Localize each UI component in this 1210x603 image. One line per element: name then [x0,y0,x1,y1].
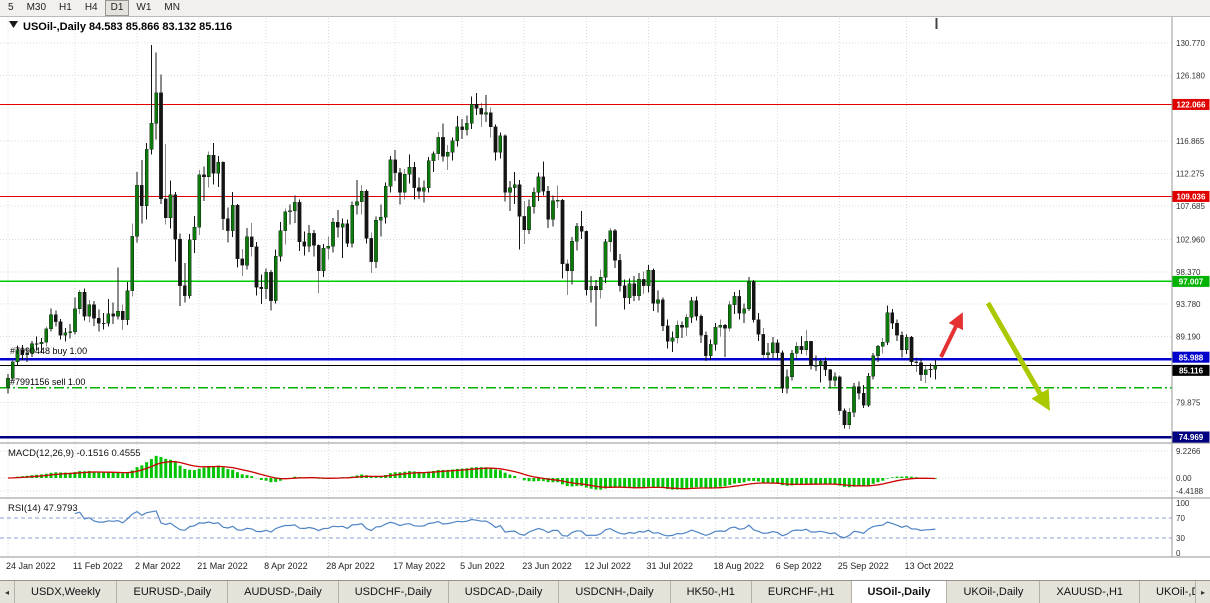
date-axis-label: 6 Sep 2022 [776,561,822,571]
price-badge-122.066 [1172,98,1210,110]
tab-ukoil-daily[interactable]: UKOil-,Daily [1140,581,1195,603]
sell-order-label: #7991156 sell 1.00 [10,377,85,387]
macd-axis-label: -4.4188 [1176,487,1204,496]
tab-eurusd-daily[interactable]: EURUSD-,Daily [117,581,229,603]
price-badge-label: 109.036 [1177,193,1206,202]
timeframe-button-h1[interactable]: H1 [59,2,72,13]
timeframe-button-h4[interactable]: H4 [84,2,98,13]
chart-tabs-bar: ◂ USDX,Weekly EURUSD-,Daily AUDUSD-,Daily U… [0,580,1210,603]
date-axis-label: 2 Mar 2022 [135,561,181,571]
tabs-scroll-right-icon[interactable]: ▸ [1195,581,1210,603]
price-badge-label: 122.066 [1177,101,1206,110]
drawn-arrow-objects[interactable] [939,301,1050,411]
price-axis-label: 116.865 [1176,137,1205,146]
date-axis-label: 23 Jun 2022 [522,561,572,571]
chart-symbol-dropdown-icon[interactable] [9,21,18,28]
date-axis-label: 12 Jul 2022 [584,561,631,571]
price-badge-85.116 [1172,364,1210,376]
date-axis-label: 25 Sep 2022 [838,561,889,571]
price-badge-85.988 [1172,351,1210,363]
date-axis-label: 28 Apr 2022 [326,561,375,571]
time-axis[interactable]: 24 Jan 2022 11 Feb 2022 2 Mar 2022 21 Mar 2… [6,561,954,571]
rsi-axis-label: 100 [1176,499,1190,508]
timeframe-button-m30[interactable]: M30 [26,2,47,13]
date-axis-label: 24 Jan 2022 [6,561,56,571]
tab-audusd-daily[interactable]: AUDUSD-,Daily [228,581,339,603]
chart-title: USOil-,Daily 84.583 85.866 83.132 85.116 [23,21,232,33]
price-badge-74.969 [1172,431,1210,443]
price-axis-label: 93.780 [1176,300,1201,309]
horizontal-lines-layer[interactable] [0,103,1172,439]
rsi-axis-label: 30 [1176,534,1185,543]
price-axis-label: 98.370 [1176,268,1201,277]
price-axis-label: 107.685 [1176,202,1205,211]
buy-order-label: #7990448 buy 1.00 [10,346,87,356]
date-axis-label: 5 Jun 2022 [460,561,505,571]
date-axis-label: 18 Aug 2022 [713,561,764,571]
tab-eurchf-h1[interactable]: EURCHF-,H1 [751,581,852,603]
macd-axis-label: 9.2266 [1176,447,1201,456]
tab-xauusd-h1[interactable]: XAUUSD-,H1 [1040,581,1141,603]
price-badge-label: 97.007 [1179,278,1204,287]
candles-layer [6,44,938,430]
rsi-indicator-layer [74,510,936,539]
tab-usdcnh-daily[interactable]: USDCNH-,Daily [559,581,671,603]
price-axis-label: 126.180 [1176,71,1205,80]
tab-usdx-weekly[interactable]: USDX,Weekly [15,581,118,603]
price-badge-109.036 [1172,190,1210,202]
timeframe-button-5[interactable]: 5 [8,2,14,13]
tab-usdchf-daily[interactable]: USDCHF-,Daily [338,581,449,603]
tab-hk50-h1[interactable]: HK50-,H1 [670,581,752,603]
rsi-title: RSI(14) 47.9793 [8,503,78,514]
timeframe-toolbar: 5 M30 H1 H4 D1 W1 MN [0,0,1210,17]
price-axis-label: 130.770 [1176,39,1205,48]
timeframe-button-w1[interactable]: W1 [136,2,152,13]
date-axis-label: 31 Jul 2022 [647,561,694,571]
tab-usoil-daily[interactable]: USOil-,Daily [851,581,948,603]
date-axis-label: 17 May 2022 [393,561,445,571]
price-badge-97.007 [1172,275,1210,287]
price-badge-label: 74.969 [1179,433,1204,442]
tab-ukoil-daily[interactable]: UKOil-,Daily [947,581,1041,603]
price-axis-label: 112.275 [1176,170,1205,179]
date-axis-label: 11 Feb 2022 [73,561,123,571]
red-up-arrow[interactable] [939,312,963,358]
tab-usdcad-daily[interactable]: USDCAD-,Daily [448,581,560,603]
macd-title: MACD(12,26,9) -0.1516 0.4555 [8,448,141,459]
chart-tabs: USDX,Weekly EURUSD-,Daily AUDUSD-,Daily USD… [15,581,1195,603]
price-axis-label: 89.190 [1176,333,1201,342]
price-axis-label: 79.875 [1176,398,1201,407]
rsi-axis-label: 0 [1176,549,1181,558]
macd-indicator-layer [7,455,937,490]
macd-axis-label: 0.00 [1176,474,1192,483]
panel-dividers [0,17,1210,558]
tabs-scroll-left-icon[interactable]: ◂ [0,581,15,603]
date-axis-label: 8 Apr 2022 [264,561,308,571]
date-axis-label: 13 Oct 2022 [905,561,954,571]
price-axis[interactable]: 130.770 126.180 116.865 112.275 107.685 102.9… [1172,39,1210,558]
chart-shift-marker[interactable] [935,18,938,29]
price-badge-label: 85.988 [1179,353,1204,362]
yellowgreen-down-arrow[interactable] [985,301,1050,411]
timeframe-button-d1[interactable]: D1 [104,0,130,16]
timeframe-button-mn[interactable]: MN [164,2,180,13]
date-axis-label: 21 Mar 2022 [197,561,248,571]
price-axis-label: 102.960 [1176,235,1205,244]
price-badge-label: 85.116 [1179,367,1204,376]
rsi-axis-label: 70 [1176,514,1185,523]
price-chart[interactable]: 130.770 126.180 116.865 112.275 107.685 102.9… [0,17,1210,580]
